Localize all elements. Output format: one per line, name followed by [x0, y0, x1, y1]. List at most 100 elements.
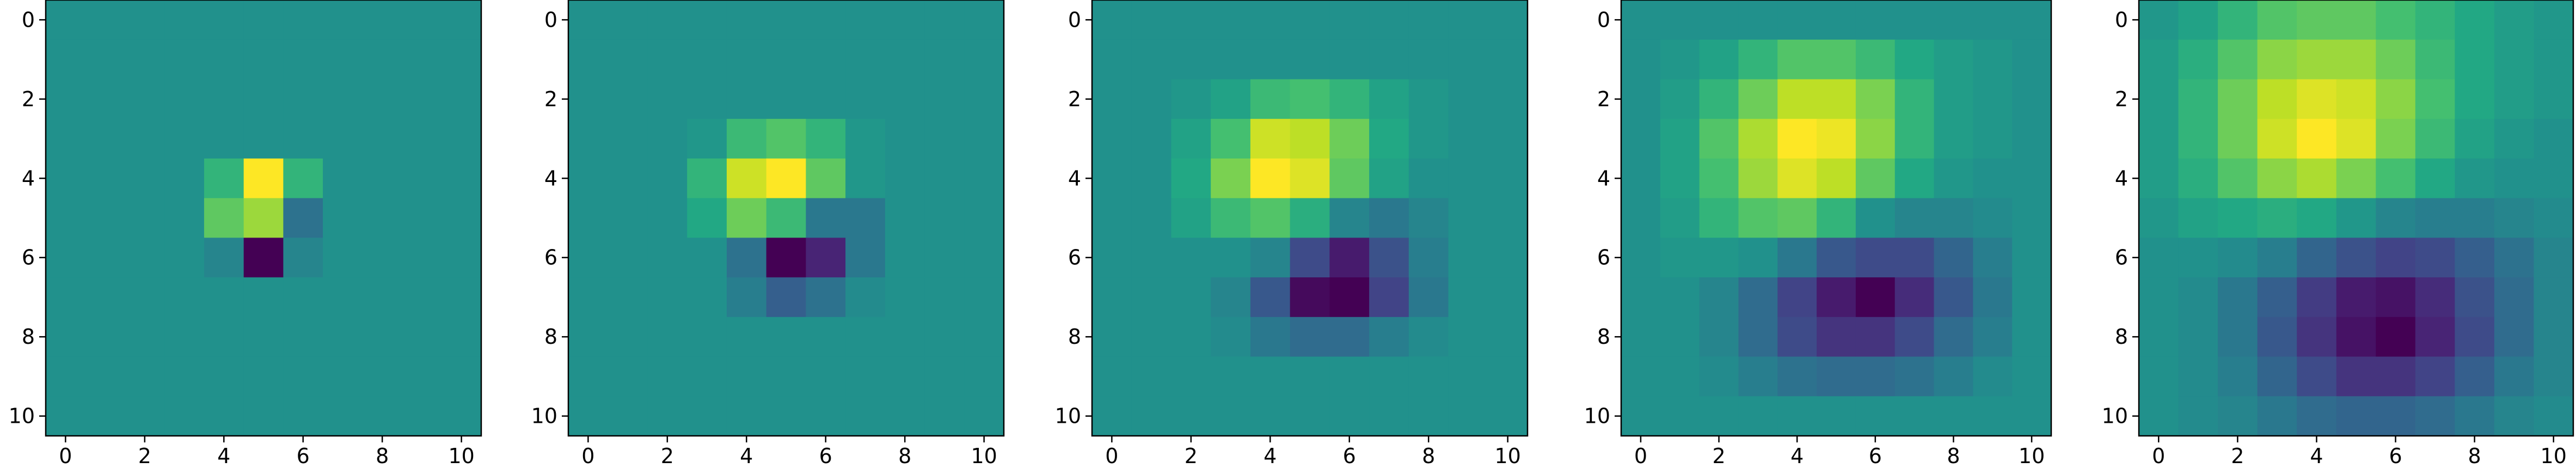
heatmap-cell: [2376, 198, 2416, 238]
heatmap-cell: [608, 0, 648, 40]
y-tick-label: 8: [2115, 325, 2128, 349]
heatmap-cell: [964, 277, 1004, 318]
heatmap-cell: [441, 356, 482, 397]
heatmap-cell: [2139, 79, 2179, 119]
x-tick-label: 10: [971, 444, 997, 468]
heatmap-cell: [1448, 356, 1488, 397]
heatmap-cell: [1408, 317, 1449, 357]
heatmap-cell: [885, 317, 925, 357]
heatmap-cell: [323, 158, 363, 199]
heatmap-cell: [204, 317, 244, 357]
heatmap-cell: [1448, 238, 1488, 278]
heatmap-cell: [2218, 356, 2258, 397]
heatmap-cell: [2178, 277, 2218, 318]
heatmap-cell: [441, 277, 482, 318]
heatmap-cell: [362, 317, 403, 357]
heatmap-cell: [1817, 0, 1856, 40]
axes-frame: [567, 0, 1005, 437]
heatmap-cell: [1131, 0, 1172, 40]
heatmap-cell: [283, 39, 323, 80]
heatmap-cell: [323, 356, 363, 397]
heatmap-cell: [1211, 119, 1251, 159]
heatmap-cell: [1369, 158, 1409, 199]
heatmap-cell: [1894, 277, 1935, 318]
heatmap-cell: [2494, 238, 2535, 278]
heatmap-cell: [885, 396, 925, 436]
heatmap-cell: [1488, 277, 1528, 318]
heatmap-cell: [766, 158, 806, 199]
heatmap-cell: [243, 356, 284, 397]
heatmap-cell: [1408, 356, 1449, 397]
y-tick-label: 10: [1584, 404, 1610, 428]
heatmap-cell: [243, 317, 284, 357]
heatmap-cell: [1621, 79, 1661, 119]
heatmap-cell: [2336, 198, 2376, 238]
heatmap-cell: [2415, 39, 2455, 80]
heatmap-cell: [2139, 119, 2179, 159]
heatmap-cell: [2012, 158, 2052, 199]
x-tick-label: 0: [2152, 444, 2165, 468]
heatmap-cell: [1621, 317, 1661, 357]
heatmap-cell: [687, 198, 727, 238]
axes-frame: [1620, 0, 2052, 437]
heatmap-cell: [243, 238, 284, 278]
heatmap-cell: [2455, 0, 2495, 40]
heatmap-cell: [1660, 396, 1700, 436]
heatmap-cell: [441, 198, 482, 238]
heatmap-cell: [283, 79, 323, 119]
heatmap-cell: [1488, 0, 1528, 40]
heatmap-cell: [964, 317, 1004, 357]
heatmap-cell: [845, 79, 886, 119]
heatmap-cell: [1211, 79, 1251, 119]
y-tick-label: 10: [1055, 404, 1081, 428]
heatmap-cell: [1171, 317, 1211, 357]
heatmap-cell: [2494, 158, 2535, 199]
heatmap-cell: [402, 356, 442, 397]
heatmap-cell: [2178, 317, 2218, 357]
heatmap-cell: [1855, 277, 1896, 318]
heatmap-cell: [125, 0, 165, 40]
heatmap-cell: [1329, 198, 1370, 238]
heatmap-cell: [46, 396, 86, 436]
heatmap-cell: [1290, 238, 1330, 278]
heatmap-cell: [1369, 198, 1409, 238]
heatmap-cell: [1777, 198, 1817, 238]
heatmap-cell: [1488, 396, 1528, 436]
heatmap-cell: [2336, 158, 2376, 199]
heatmap-cell: [726, 0, 767, 40]
heatmap-panel-2: 0 2 4 6 8 10 0 2 4 6 8 10: [531, 0, 1005, 468]
heatmap-cell: [243, 158, 284, 199]
x-tick-label: 8: [1947, 444, 1960, 468]
heatmap-cell: [687, 0, 727, 40]
heatmap-cell: [164, 158, 205, 199]
heatmap-cell: [1092, 198, 1132, 238]
heatmap-cell: [2218, 238, 2258, 278]
heatmap-cell: [2297, 39, 2337, 80]
heatmap-cell: [2012, 79, 2052, 119]
x-tick-label: 10: [448, 444, 474, 468]
heatmap-cell: [2534, 396, 2574, 436]
heatmap-cell: [85, 317, 126, 357]
heatmap-cell: [1211, 0, 1251, 40]
heatmap-cell: [402, 39, 442, 80]
heatmap-cell: [125, 79, 165, 119]
heatmap-cell: [2257, 396, 2297, 436]
heatmap-cell: [2139, 238, 2179, 278]
heatmap-cell: [1777, 158, 1817, 199]
heatmap-cell: [1973, 396, 2013, 436]
heatmap-cell: [845, 39, 886, 80]
heatmap-cell: [647, 79, 688, 119]
heatmap-cell: [924, 317, 965, 357]
heatmap-cell: [1855, 238, 1896, 278]
heatmap-cell: [924, 238, 965, 278]
heatmap-cell: [1738, 39, 1778, 80]
heatmap-cell: [608, 238, 648, 278]
heatmap-cell: [2415, 198, 2455, 238]
heatmap-cell: [1973, 0, 2013, 40]
y-tick-label: 2: [2115, 87, 2128, 111]
heatmap-cell: [283, 198, 323, 238]
y-tick-label: 8: [1068, 325, 1081, 349]
heatmap-cell: [1894, 396, 1935, 436]
heatmap-cell: [2455, 317, 2495, 357]
heatmap-cell: [441, 238, 482, 278]
